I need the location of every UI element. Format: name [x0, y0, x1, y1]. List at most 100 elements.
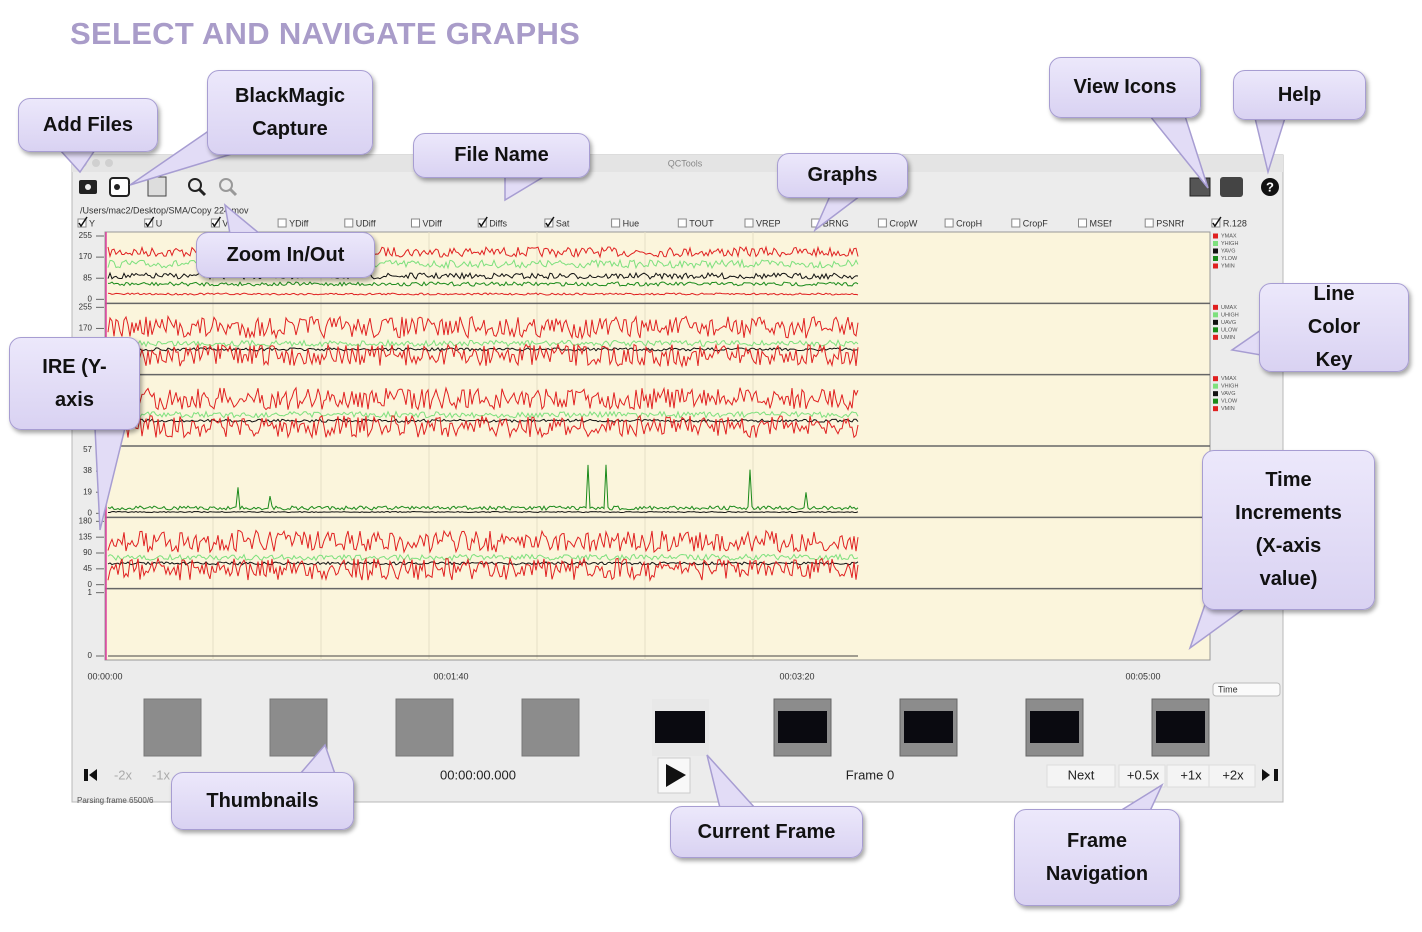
checkbox-label: Sat [556, 218, 570, 228]
graph-trace [107, 338, 859, 348]
checkbox[interactable] [677, 218, 687, 228]
checkmark [545, 216, 555, 228]
file-path: /Users/mac2/Desktop/SMA/Copy 224.mov [80, 205, 249, 215]
checkbox-label: MSEf [1090, 218, 1113, 228]
zoom-out-icon[interactable] [219, 178, 233, 192]
key-swatch [1213, 319, 1218, 325]
graph-trace [107, 510, 859, 514]
window-button[interactable] [92, 159, 100, 167]
graph-trace [107, 553, 859, 562]
checkbox[interactable] [1144, 218, 1154, 228]
speed-button[interactable]: -2x [114, 767, 133, 782]
speed-button[interactable]: -1x [152, 767, 171, 782]
window-title: QCTools [668, 158, 703, 168]
nav-button-box[interactable] [1118, 764, 1166, 788]
x-tick-label: 00:01:40 [433, 671, 468, 681]
checkbox[interactable] [144, 218, 154, 228]
key-label: VLOW [1221, 399, 1238, 405]
time-select[interactable] [1212, 682, 1281, 697]
step-back[interactable] [84, 769, 88, 781]
zoom-in-icon[interactable] [188, 178, 202, 192]
checkmark [1212, 216, 1222, 228]
graph-trace [107, 386, 859, 412]
icon-part: ? [1266, 179, 1274, 194]
y-tick-label: 255 [79, 302, 93, 311]
key-swatch [1213, 248, 1218, 254]
thumbnail[interactable] [395, 698, 454, 757]
thumbnail[interactable] [521, 698, 580, 757]
page-title: SELECT AND NAVIGATE GRAPHS [70, 16, 581, 51]
checkbox[interactable] [344, 218, 354, 228]
checkbox-label: VDiff [423, 218, 443, 228]
checkbox-label: Diffs [489, 218, 507, 228]
key-label: YAVG [1221, 248, 1235, 254]
step-forward[interactable] [1274, 769, 1278, 781]
checkbox-label: CropF [1023, 218, 1049, 228]
thumbnail[interactable] [143, 698, 202, 757]
checkbox[interactable] [411, 218, 420, 228]
nav-button[interactable]: +1x [1180, 767, 1202, 782]
checkbox-label: TOUT [689, 218, 714, 228]
checkbox[interactable] [1078, 218, 1087, 228]
step-forward-icon [1262, 769, 1270, 781]
callout: Graphs [777, 153, 908, 198]
checkbox-label: VREP [756, 218, 781, 228]
checkbox-label: V [222, 218, 228, 228]
checkbox[interactable] [611, 218, 621, 228]
y-tick-label: 170 [79, 252, 93, 261]
y-tick-label: 57 [83, 445, 92, 454]
frame-label: Frame 0 [846, 767, 894, 782]
y-tick-label: 180 [79, 516, 93, 525]
key-label: YMAX [1221, 233, 1237, 239]
y-tick-label: 38 [83, 466, 92, 475]
checkbox[interactable] [277, 218, 287, 228]
thumbnail[interactable] [269, 698, 328, 757]
key-label: VMAX [1221, 376, 1237, 382]
view-icon[interactable] [1220, 177, 1243, 197]
callout: File Name [413, 133, 590, 178]
callout: View Icons [1049, 57, 1201, 118]
nav-button-box[interactable] [1046, 764, 1116, 788]
checkbox-label: CropH [956, 218, 982, 228]
callout-tail [813, 195, 863, 233]
graph-trace [107, 556, 859, 582]
checkbox[interactable] [944, 218, 954, 228]
checkbox[interactable] [477, 218, 487, 228]
icon-part [228, 187, 238, 197]
callout: Line Color Key [1259, 283, 1409, 372]
nav-button[interactable]: Next [1068, 767, 1095, 782]
status-text: Parsing frame 6500/6 [77, 796, 154, 805]
nav-button-box[interactable] [1208, 764, 1256, 788]
checkbox[interactable] [1211, 218, 1221, 228]
key-swatch [1213, 256, 1218, 261]
checkbox[interactable] [744, 218, 754, 228]
y-tick-label: 85 [83, 273, 92, 282]
key-swatch [1213, 233, 1218, 239]
key-label: UAVG [1221, 320, 1236, 326]
y-tick-label: 255 [79, 231, 93, 240]
checkbox[interactable] [210, 218, 220, 228]
callout-tail [298, 743, 337, 775]
checkbox[interactable] [1011, 218, 1021, 228]
nav-button[interactable]: +0.5x [1127, 767, 1160, 782]
checkbox[interactable] [77, 218, 87, 228]
y-tick-label: 0 [88, 294, 93, 303]
checkbox-label: Y [89, 218, 95, 228]
help-icon[interactable] [1261, 178, 1279, 196]
checkbox-label: Hue [623, 218, 640, 228]
callout: Current Frame [670, 806, 863, 858]
timecode: 00:00:00.000 [440, 767, 516, 782]
window-button[interactable] [105, 159, 113, 167]
checkbox[interactable] [544, 218, 554, 228]
checkbox[interactable] [877, 218, 887, 228]
checkbox-label: CropW [889, 218, 918, 228]
callout-tail [223, 203, 263, 235]
graph-trace [107, 414, 859, 440]
thumbnail-image [778, 711, 827, 743]
nav-button[interactable]: +2x [1222, 767, 1244, 782]
graph-trace [107, 410, 859, 419]
callout-tail [1230, 328, 1262, 356]
title-bar [72, 155, 1283, 172]
